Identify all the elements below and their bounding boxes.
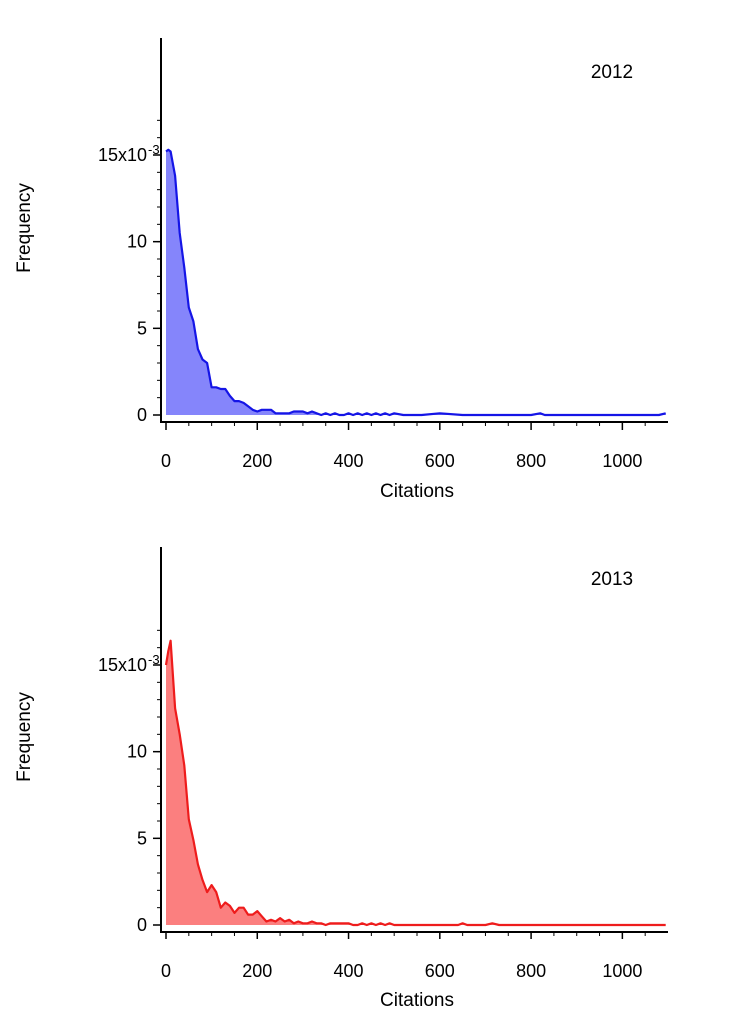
x-tick-label: 0 bbox=[161, 451, 171, 471]
y-tick-label: 0 bbox=[137, 405, 147, 425]
y-tick-label: 5 bbox=[137, 828, 147, 848]
y-tick-label: 5 bbox=[137, 318, 147, 338]
y-tick-label: 0 bbox=[137, 915, 147, 935]
x-tick-label: 600 bbox=[425, 451, 455, 471]
x-tick-label: 1000 bbox=[602, 961, 642, 981]
chart-panel-2012: 0 5 10 15x10 -3 0 200 400 600 800 1000 Citations Fre… bbox=[14, 38, 668, 502]
y-tick-exponent: -3 bbox=[148, 142, 160, 157]
y-tick-exponent: -3 bbox=[148, 652, 160, 667]
x-tick-label: 0 bbox=[161, 961, 171, 981]
y-tick-label: 15x10 bbox=[98, 655, 147, 675]
x-tick-label: 800 bbox=[516, 451, 546, 471]
chart-panel-2013: 0 5 10 15x10 -3 0 200 400 600 800 1000 Citations Fre… bbox=[14, 547, 668, 1011]
y-tick-label: 10 bbox=[127, 742, 147, 762]
series-line bbox=[165, 148, 666, 417]
x-tick-label: 200 bbox=[242, 961, 272, 981]
area-fill bbox=[166, 149, 666, 416]
y-tick-label: 15x10 bbox=[98, 145, 147, 165]
series-line bbox=[164, 639, 666, 927]
y-axis-title: Frequency bbox=[14, 183, 35, 273]
x-tick-label: 1000 bbox=[602, 451, 642, 471]
x-axis-title: Citations bbox=[380, 990, 454, 1011]
panel-year-label: 2012 bbox=[591, 62, 633, 83]
x-tick-label: 800 bbox=[516, 961, 546, 981]
y-axis-title: Frequency bbox=[14, 692, 35, 782]
x-tick-label: 400 bbox=[334, 451, 364, 471]
y-tick-label: 10 bbox=[127, 232, 147, 252]
area-fill bbox=[166, 640, 666, 925]
x-tick-label: 400 bbox=[334, 961, 364, 981]
x-tick-label: 200 bbox=[242, 451, 272, 471]
x-tick-label: 600 bbox=[425, 961, 455, 981]
x-axis-title: Citations bbox=[380, 481, 454, 502]
panel-year-label: 2013 bbox=[591, 569, 633, 590]
